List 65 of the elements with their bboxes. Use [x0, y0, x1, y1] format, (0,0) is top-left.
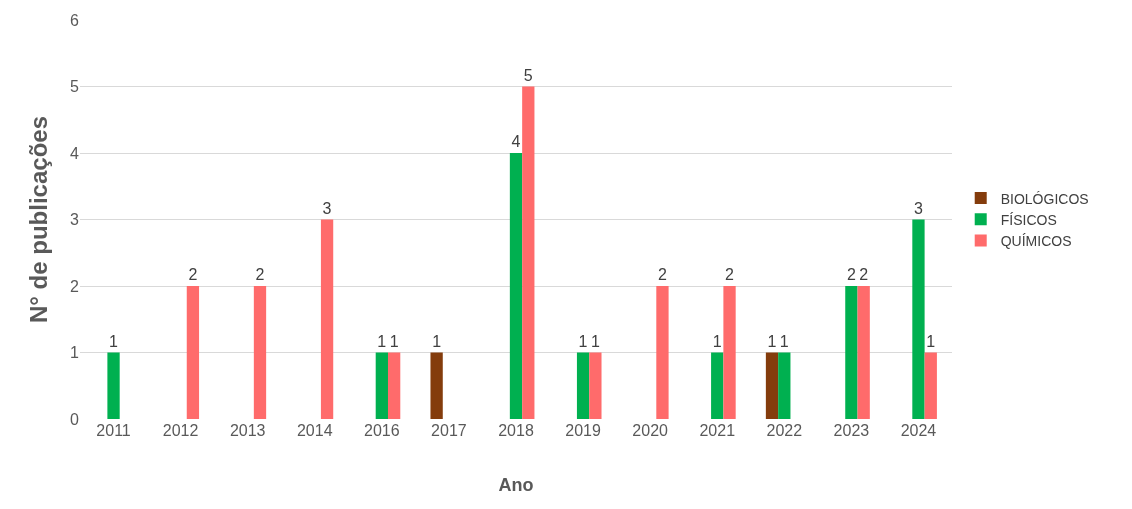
data-label: 4 [511, 133, 521, 150]
bar [253, 286, 267, 419]
data-label: 1 [926, 332, 936, 350]
y-tick-label: 2 [70, 277, 80, 295]
data-label: 2 [255, 266, 265, 283]
bar [778, 352, 791, 419]
data-label: 2 [188, 266, 198, 283]
data-label: 1 [767, 332, 777, 350]
x-tick-label: 2014 [296, 422, 333, 439]
y-tick-label: 5 [70, 78, 80, 96]
data-label: 1 [389, 332, 399, 350]
x-tick-label: 2013 [229, 422, 266, 439]
x-tick-label: 2023 [833, 422, 870, 439]
bar [924, 352, 937, 419]
bar [912, 219, 925, 419]
bar [845, 286, 858, 419]
bar [857, 286, 870, 419]
y-tick-label: 1 [70, 344, 80, 362]
bar [375, 352, 388, 419]
y-tick-label: 3 [70, 211, 80, 229]
y-tick-label: 0 [70, 410, 80, 428]
y-tick-label: 6 [70, 11, 80, 29]
x-tick-label: 2019 [565, 422, 601, 439]
y-tick-label: 4 [70, 144, 80, 162]
x-tick-label: 2012 [162, 422, 199, 439]
data-label: 3 [322, 199, 332, 217]
data-label: 2 [846, 266, 856, 283]
x-tick-label: 2016 [364, 422, 400, 439]
x-tick-label: 2017 [431, 422, 467, 439]
x-tick-label: 2024 [900, 422, 937, 439]
data-label: 5 [523, 66, 533, 84]
x-axis-title: Ano [498, 475, 534, 496]
bar [387, 352, 401, 419]
data-label: 1 [578, 332, 588, 350]
bar [522, 86, 535, 419]
bar [765, 352, 779, 419]
data-label: 2 [725, 266, 735, 283]
data-label: 1 [377, 332, 387, 350]
data-label: 2 [657, 266, 667, 283]
bar [656, 286, 669, 419]
bar [430, 352, 443, 419]
legend-label: FÍSICOS [1000, 211, 1057, 228]
data-label: 2 [859, 266, 869, 283]
legend-label: BIOLÓGICOS [1000, 190, 1089, 207]
legend-label: QUÍMICOS [1000, 232, 1072, 249]
bar [711, 352, 724, 419]
data-label: 1 [779, 332, 789, 350]
bar [186, 286, 200, 419]
x-tick-label: 2018 [498, 422, 534, 439]
bar [589, 352, 602, 419]
data-label: 1 [109, 332, 119, 350]
y-axis-title: N° de publicações [25, 116, 53, 323]
x-tick-label: 2022 [766, 422, 803, 439]
bar [576, 352, 590, 419]
x-tick-label: 2011 [96, 422, 131, 439]
x-tick-label: 2020 [632, 422, 669, 439]
data-label: 1 [712, 332, 722, 350]
data-label: 3 [913, 199, 923, 217]
x-tick-label: 2021 [699, 422, 736, 439]
bar [723, 286, 736, 419]
bar [509, 153, 523, 419]
bar [320, 219, 334, 419]
data-label: 1 [590, 332, 600, 350]
bar [107, 352, 120, 419]
data-label: 1 [432, 332, 442, 350]
